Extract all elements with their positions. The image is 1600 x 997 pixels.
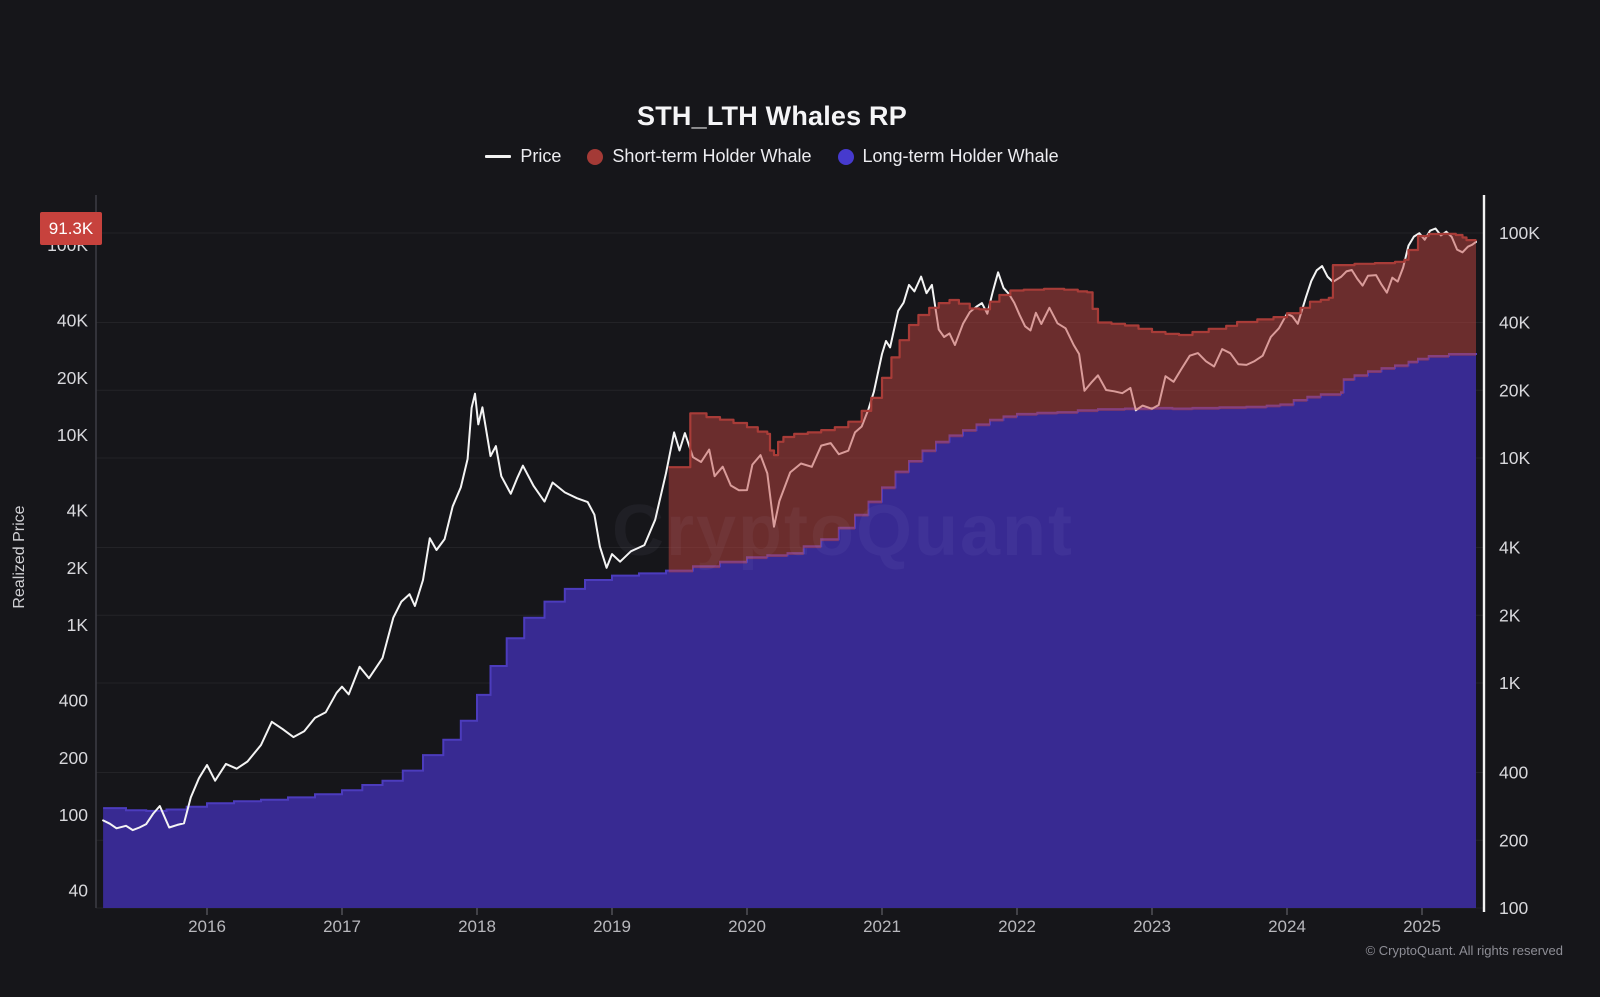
y-axis-tick-left: 4K <box>67 501 89 521</box>
y-axis-tick-left: 40 <box>69 881 89 901</box>
x-axis-tick-label: 2018 <box>458 917 496 936</box>
sth-dot-icon <box>587 148 604 165</box>
sth-area-edge <box>668 232 1478 469</box>
y-axis-tick-left: 40K <box>57 311 88 331</box>
page-title: STH_LTH Whales RP <box>637 101 907 131</box>
y-axis-tick-right: 20K <box>1499 380 1530 400</box>
x-axis-tick-label: 2017 <box>323 917 361 936</box>
y-axis-tick-left: 2K <box>67 558 89 578</box>
y-axis-tick-right: 100K <box>1499 223 1540 243</box>
y-axis-tick-right: 10K <box>1499 448 1530 468</box>
left-axis-title: Realized Price <box>11 505 28 609</box>
y-axis-tick-right: 4K <box>1499 538 1521 558</box>
legend-item-lth[interactable]: Long-term Holder Whale <box>837 146 1059 167</box>
y-axis-tick-left: 200 <box>59 748 88 768</box>
y-axis-tick-left: 10K <box>57 425 88 445</box>
price-line-icon <box>485 155 512 158</box>
y-axis-tick-right: 1K <box>1499 673 1521 693</box>
y-axis-tick-right: 100 <box>1499 898 1528 918</box>
x-axis-tick-label: 2019 <box>593 917 631 936</box>
y-axis-tick-right: 40K <box>1499 313 1530 333</box>
legend-sth-label: Short-term Holder Whale <box>612 146 812 166</box>
legend-price-label: Price <box>520 146 562 166</box>
x-axis-tick-label: 2016 <box>188 917 226 936</box>
watermark: CryptoQuant <box>612 491 1074 571</box>
chart-header: STH_LTH Whales RP Price Short-term Holde… <box>0 0 1544 167</box>
x-axis-tick-label: 2024 <box>1268 917 1306 936</box>
y-axis-tick-left: 400 <box>59 691 88 711</box>
legend-lth-label: Long-term Holder Whale <box>862 146 1059 166</box>
y-axis-tick-right: 200 <box>1499 830 1528 850</box>
legend-item-price[interactable]: Price <box>485 146 561 167</box>
latest-price-badge: 91.3K <box>40 212 102 245</box>
y-axis-tick-left: 1K <box>67 615 89 635</box>
copyright-notice: © CryptoQuant. All rights reserved <box>1365 943 1563 958</box>
lth-area[interactable] <box>103 353 1477 908</box>
x-axis-tick-label: 2020 <box>728 917 766 936</box>
x-axis-tick-label: 2023 <box>1133 917 1171 936</box>
x-axis-tick-label: 2022 <box>998 917 1036 936</box>
y-axis-tick-right: 400 <box>1499 763 1528 783</box>
y-axis-tick-left: 20K <box>57 368 88 388</box>
legend-item-sth[interactable]: Short-term Holder Whale <box>587 146 812 167</box>
lth-dot-icon <box>837 148 854 165</box>
y-axis-tick-right: 2K <box>1499 605 1521 625</box>
x-axis-tick-label: 2025 <box>1403 917 1441 936</box>
chart-legend: Price Short-term Holder Whale Long-term … <box>0 146 1544 167</box>
x-axis-tick-label: 2021 <box>863 917 901 936</box>
y-axis-tick-left: 100 <box>59 805 88 825</box>
